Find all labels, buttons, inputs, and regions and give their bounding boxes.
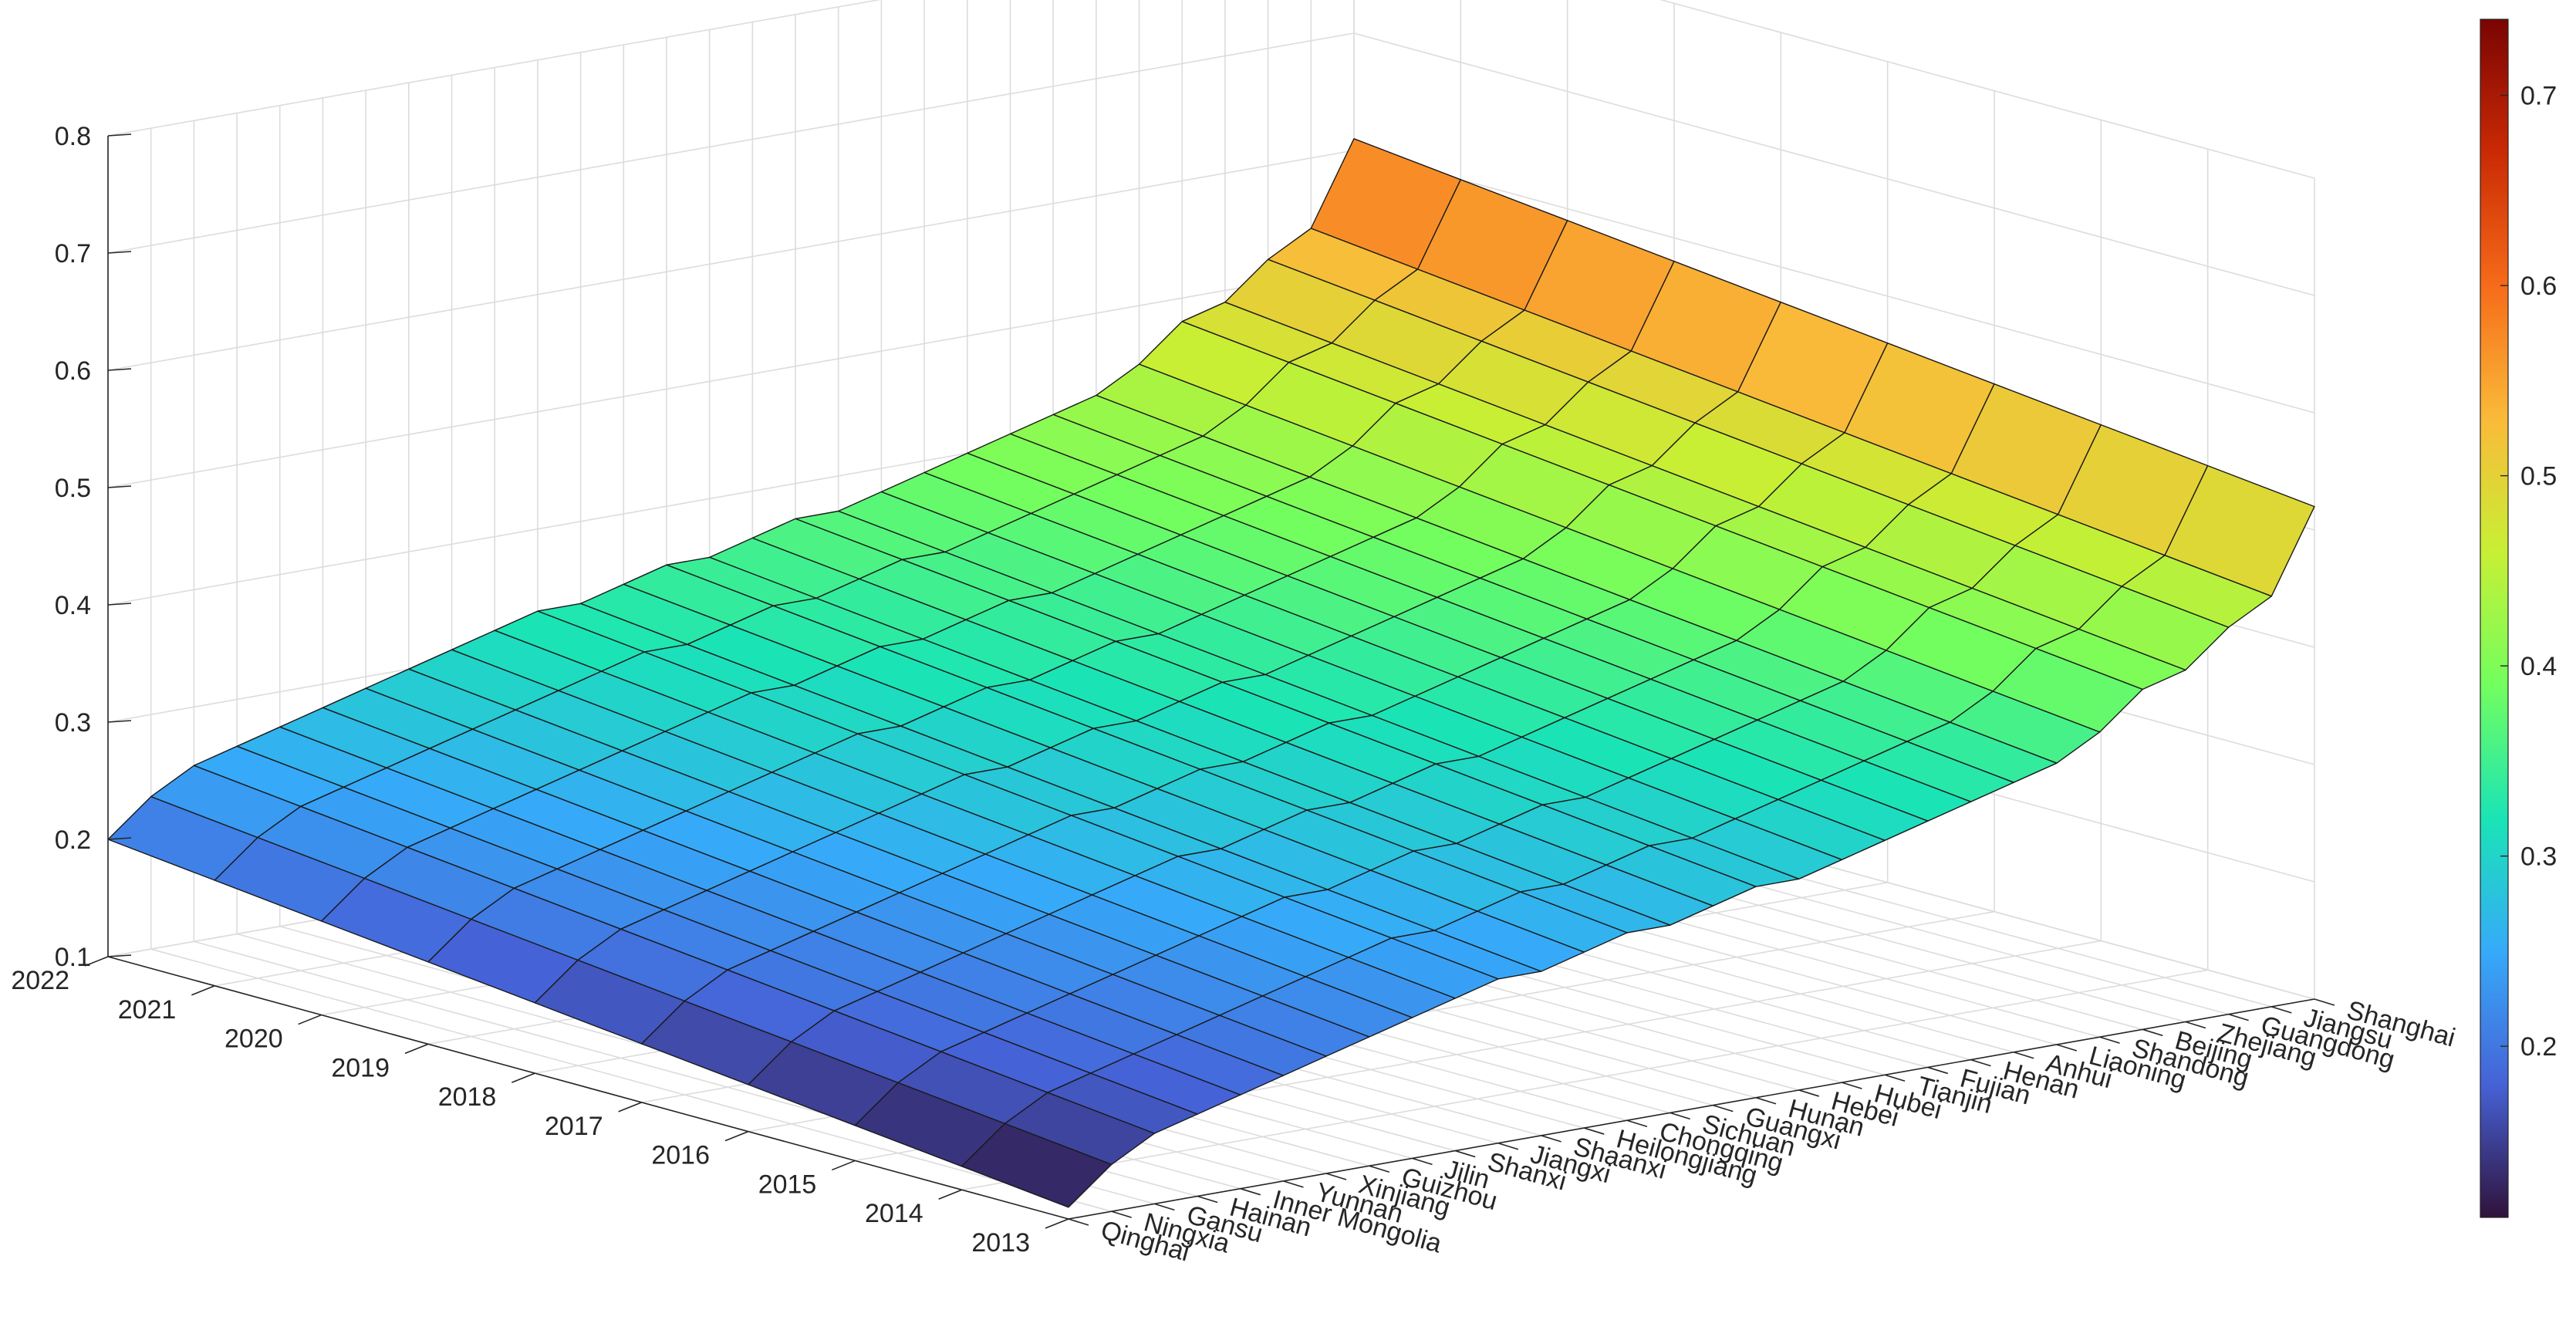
province-tick	[1626, 1119, 1648, 1128]
surface-patch	[961, 1123, 1112, 1208]
province-tick	[1068, 1218, 1089, 1226]
province-axis-line	[1068, 998, 2315, 1220]
grid-line-z-right	[1353, 150, 2315, 414]
province-tick	[2185, 1021, 2206, 1029]
surface-mesh	[107, 138, 2315, 1208]
colorbar-tick-label: 0.5	[2520, 462, 2557, 491]
z-tick-label: 0.7	[55, 239, 91, 268]
year-tick	[404, 1043, 429, 1055]
province-tick	[2142, 1028, 2163, 1037]
year-tick	[1045, 1218, 1069, 1229]
province-tick	[1369, 1165, 1390, 1173]
colorbar: 0.2 0.3 0.4 0.5 0.6 0.7	[2480, 19, 2557, 1218]
z-tick	[107, 954, 132, 957]
grid-line-z-right	[1353, 32, 2315, 296]
province-tick	[2056, 1044, 2078, 1052]
z-tick-label: 0.5	[55, 474, 91, 503]
year-tick	[618, 1102, 642, 1112]
z-tick-label: 0.1	[55, 943, 91, 972]
province-tick	[2271, 1006, 2292, 1014]
z-tick	[107, 720, 132, 723]
colorbar-tick-label: 0.6	[2520, 272, 2557, 301]
grid-line-z-left	[107, 150, 1355, 371]
province-tick	[2228, 1013, 2249, 1021]
z-tick-label: 0.2	[55, 825, 91, 855]
province-tick	[1584, 1127, 1605, 1135]
year-tick	[191, 985, 215, 996]
z-tick	[107, 837, 132, 840]
year-tick-label: 2014	[865, 1199, 923, 1228]
province-tick	[1497, 1142, 1519, 1150]
province-tick	[1541, 1135, 1561, 1143]
year-tick-label: 2013	[971, 1228, 1030, 1258]
province-tick	[1798, 1089, 1819, 1097]
year-axis-line	[107, 956, 1069, 1220]
year-tick-label: 2022	[11, 966, 69, 995]
province-tick	[1454, 1150, 1476, 1158]
province-tick	[1240, 1187, 1261, 1196]
province-tick	[1842, 1082, 1862, 1089]
year-tick	[298, 1014, 322, 1025]
colorbar-gradient	[2480, 19, 2509, 1218]
grid-line-z-left	[107, 0, 881, 137]
province-tick	[1283, 1180, 1304, 1188]
z-tick-label: 0.6	[55, 356, 91, 386]
z-tick	[107, 251, 132, 254]
province-tick	[1670, 1112, 1690, 1120]
province-tick	[2013, 1052, 2034, 1059]
province-tick	[1970, 1058, 1991, 1067]
colorbar-tick-label: 0.2	[2520, 1032, 2557, 1062]
year-tick	[938, 1189, 962, 1200]
province-tick	[1154, 1203, 1175, 1211]
grid-line-floor-year	[961, 969, 2208, 1191]
province-tick	[1927, 1066, 1949, 1075]
colorbar-tick-label: 0.4	[2520, 652, 2557, 681]
province-tick	[1111, 1210, 1132, 1218]
province-tick	[2314, 998, 2335, 1006]
year-tick-label: 2021	[118, 995, 177, 1025]
z-tick-label: 0.4	[55, 591, 91, 620]
province-tick	[2099, 1036, 2120, 1044]
z-tick	[107, 133, 132, 137]
z-tick	[107, 603, 132, 606]
z-tick	[107, 368, 132, 371]
year-tick-label: 2017	[545, 1112, 603, 1141]
z-tick-label: 0.3	[55, 708, 91, 738]
year-tick	[832, 1160, 856, 1171]
province-tick	[1325, 1173, 1347, 1180]
year-tick-label: 2016	[651, 1141, 710, 1170]
year-tick	[511, 1072, 535, 1083]
grid-line-floor-province	[150, 948, 1112, 1212]
grid-line-z-right	[1659, 0, 2315, 179]
province-tick	[1755, 1096, 1777, 1105]
year-tick	[724, 1130, 749, 1142]
province-tick	[1197, 1195, 1218, 1204]
grid-line-z-left	[107, 32, 1355, 254]
grid-line-z-left	[107, 267, 1355, 488]
province-tick	[1884, 1074, 1906, 1082]
year-tick-label: 2019	[331, 1053, 390, 1082]
colorbar-tick-label: 0.3	[2520, 842, 2557, 872]
year-tick-label: 2020	[225, 1025, 283, 1054]
colorbar-tick-label: 0.7	[2520, 82, 2557, 111]
year-tick-label: 2018	[438, 1082, 497, 1112]
year-tick	[84, 956, 109, 967]
z-tick	[107, 485, 132, 488]
province-tick	[1713, 1104, 1734, 1112]
year-tick-label: 2015	[758, 1170, 817, 1199]
province-tick	[1412, 1157, 1433, 1166]
z-tick-label: 0.8	[55, 122, 91, 151]
